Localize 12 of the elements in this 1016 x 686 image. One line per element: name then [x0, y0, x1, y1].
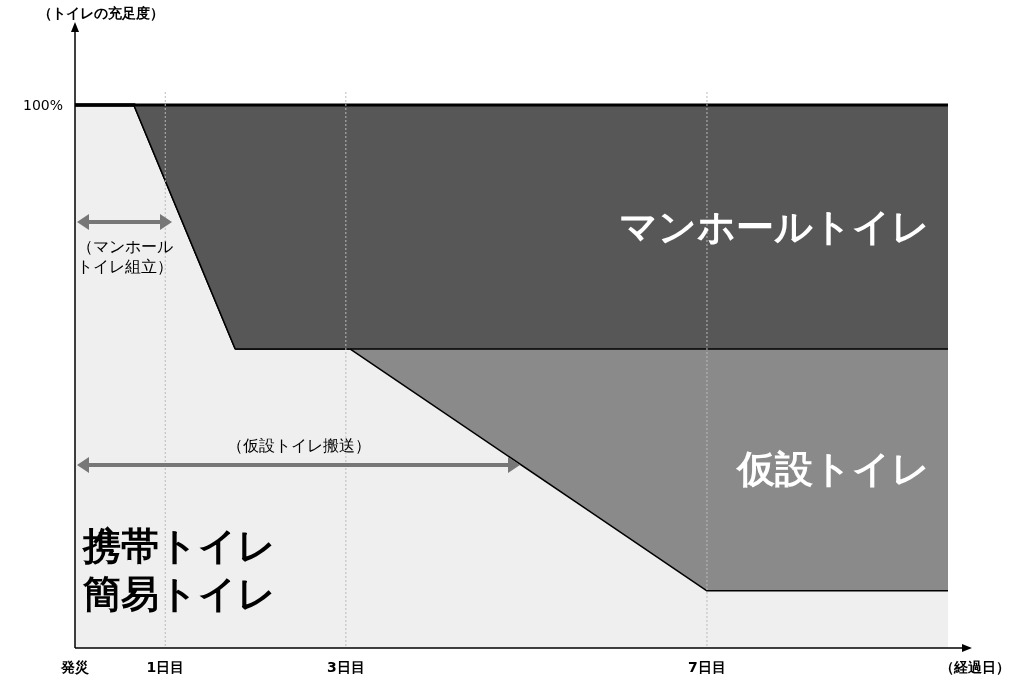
series-label: マンホールトイレ [619, 204, 930, 249]
annotation: （マンホールトイレ組立） [77, 237, 173, 276]
series-label: 仮設トイレ [735, 447, 930, 492]
x-tick-label: 1日目 [146, 659, 185, 675]
text: 100% [22, 97, 63, 113]
series-label: 携帯トイレ簡易トイレ [82, 524, 276, 616]
x-tick-label: 7日目 [688, 659, 726, 675]
x-tick-label: 発災 [60, 659, 89, 675]
x-tick-label: 3日目 [326, 659, 365, 675]
text: （トイレの充足度） [38, 5, 164, 21]
x-axis-title: （経過日） [940, 659, 1010, 675]
annotation: （仮設トイレ搬送） [226, 436, 371, 455]
